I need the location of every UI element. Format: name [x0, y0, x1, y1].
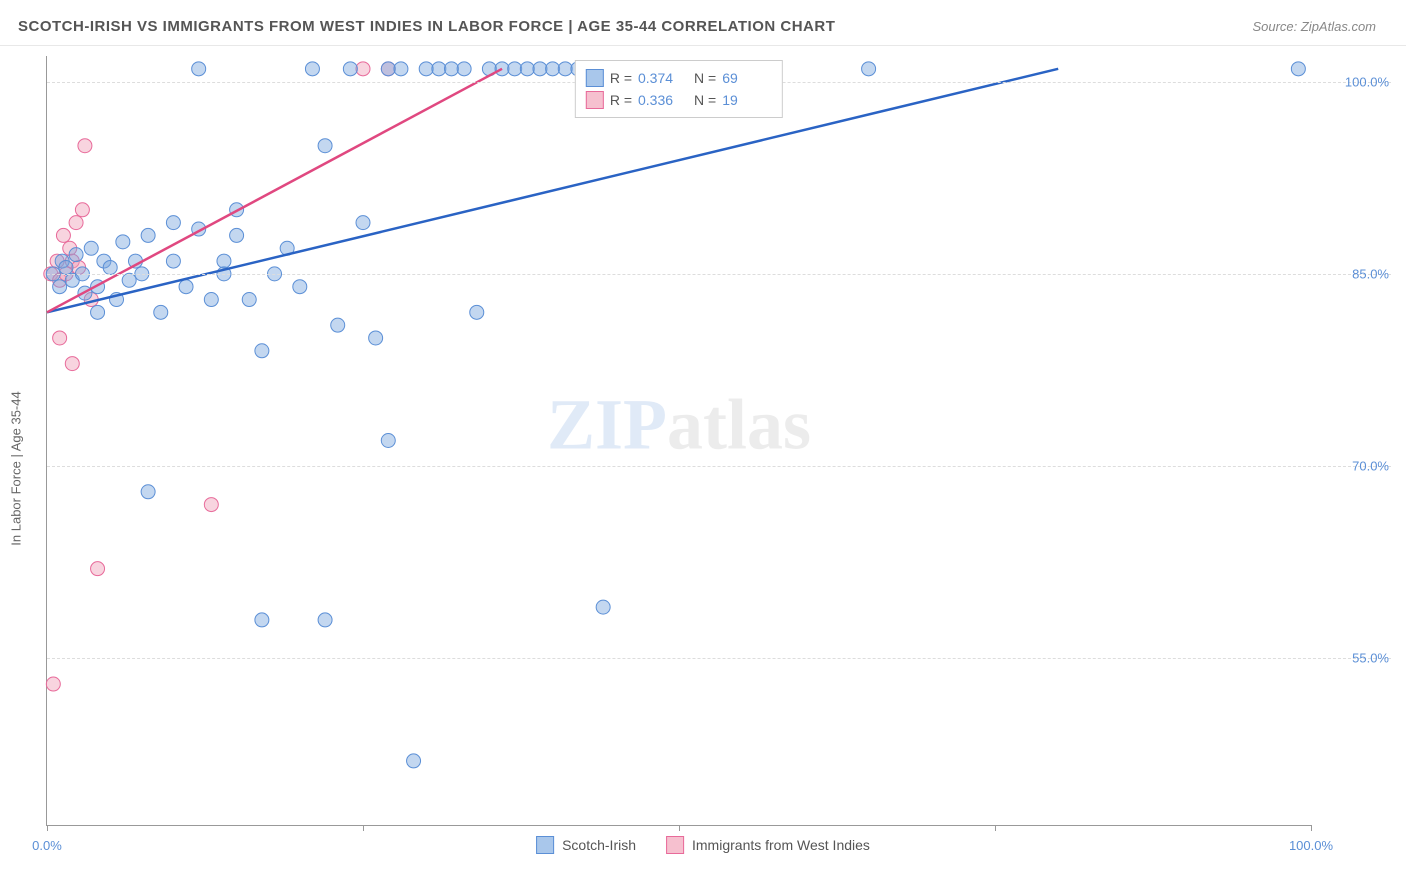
- data-point: [558, 62, 572, 76]
- data-point: [53, 331, 67, 345]
- source-label: Source: ZipAtlas.com: [1252, 19, 1376, 34]
- data-point: [141, 228, 155, 242]
- plot-region: ZIPatlas R = 0.374 N = 69 R = 0.336 N = …: [46, 56, 1311, 826]
- data-point: [75, 203, 89, 217]
- data-point: [356, 62, 370, 76]
- data-point: [53, 280, 67, 294]
- data-point: [255, 344, 269, 358]
- legend-label: Scotch-Irish: [562, 837, 636, 853]
- chart-area: In Labor Force | Age 35-44 ZIPatlas R = …: [0, 46, 1406, 876]
- data-point: [84, 241, 98, 255]
- legend-swatch-pink: [666, 836, 684, 854]
- data-point: [293, 280, 307, 294]
- legend-row: R = 0.336 N = 19: [586, 89, 772, 111]
- data-point: [407, 754, 421, 768]
- n-value: 19: [722, 92, 772, 108]
- data-point: [255, 613, 269, 627]
- legend-swatch-pink: [586, 91, 604, 109]
- data-point: [381, 434, 395, 448]
- data-point: [305, 62, 319, 76]
- r-label: R =: [610, 70, 632, 86]
- data-point: [69, 248, 83, 262]
- data-point: [192, 62, 206, 76]
- data-point: [356, 216, 370, 230]
- data-point: [154, 305, 168, 319]
- data-point: [318, 613, 332, 627]
- data-point: [1291, 62, 1305, 76]
- data-point: [91, 562, 105, 576]
- data-point: [470, 305, 484, 319]
- data-point: [457, 62, 471, 76]
- data-point: [204, 498, 218, 512]
- data-point: [69, 216, 83, 230]
- correlation-legend: R = 0.374 N = 69 R = 0.336 N = 19: [575, 60, 783, 118]
- legend-item: Immigrants from West Indies: [666, 836, 870, 854]
- data-point: [533, 62, 547, 76]
- data-point: [204, 293, 218, 307]
- data-point: [103, 260, 117, 274]
- y-tick-label: 70.0%: [1352, 459, 1389, 474]
- r-value: 0.336: [638, 92, 688, 108]
- data-point: [230, 228, 244, 242]
- series-legend: Scotch-Irish Immigrants from West Indies: [536, 836, 870, 854]
- legend-row: R = 0.374 N = 69: [586, 67, 772, 89]
- data-point: [56, 228, 70, 242]
- data-point: [91, 305, 105, 319]
- x-tick-label: 0.0%: [32, 838, 62, 853]
- data-point: [116, 235, 130, 249]
- r-value: 0.374: [638, 70, 688, 86]
- n-label: N =: [694, 70, 716, 86]
- data-point: [444, 62, 458, 76]
- data-point: [65, 357, 79, 371]
- data-point: [432, 62, 446, 76]
- y-tick-label: 100.0%: [1345, 74, 1389, 89]
- data-point: [546, 62, 560, 76]
- legend-swatch-blue: [536, 836, 554, 854]
- data-point: [331, 318, 345, 332]
- data-point: [166, 254, 180, 268]
- chart-header: SCOTCH-IRISH VS IMMIGRANTS FROM WEST IND…: [0, 0, 1406, 46]
- data-point: [419, 62, 433, 76]
- data-point: [381, 62, 395, 76]
- legend-label: Immigrants from West Indies: [692, 837, 870, 853]
- data-point: [242, 293, 256, 307]
- data-point: [596, 600, 610, 614]
- data-point: [179, 280, 193, 294]
- n-value: 69: [722, 70, 772, 86]
- legend-item: Scotch-Irish: [536, 836, 636, 854]
- data-point: [394, 62, 408, 76]
- data-point: [166, 216, 180, 230]
- data-point: [343, 62, 357, 76]
- data-point: [217, 254, 231, 268]
- data-point: [369, 331, 383, 345]
- data-point: [862, 62, 876, 76]
- data-point: [59, 260, 73, 274]
- scatter-svg: [47, 56, 1311, 825]
- data-point: [495, 62, 509, 76]
- data-point: [141, 485, 155, 499]
- data-point: [122, 273, 136, 287]
- data-point: [46, 677, 60, 691]
- r-label: R =: [610, 92, 632, 108]
- n-label: N =: [694, 92, 716, 108]
- y-tick-label: 85.0%: [1352, 266, 1389, 281]
- data-point: [508, 62, 522, 76]
- data-point: [318, 139, 332, 153]
- regression-line: [47, 69, 1058, 313]
- legend-swatch-blue: [586, 69, 604, 87]
- chart-title: SCOTCH-IRISH VS IMMIGRANTS FROM WEST IND…: [18, 18, 835, 35]
- x-tick-label: 100.0%: [1289, 838, 1333, 853]
- y-tick-label: 55.0%: [1352, 651, 1389, 666]
- y-axis-label: In Labor Force | Age 35-44: [9, 391, 24, 545]
- data-point: [78, 139, 92, 153]
- data-point: [520, 62, 534, 76]
